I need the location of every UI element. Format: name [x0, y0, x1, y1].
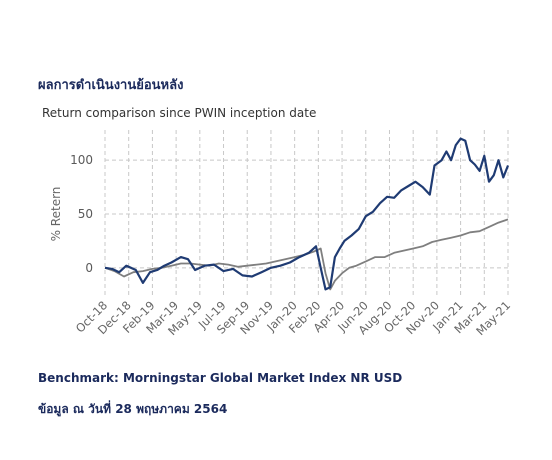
y-tick-label: 0	[85, 261, 93, 275]
y-axis-label: % Retern	[49, 187, 63, 242]
series-line	[104, 137, 510, 291]
y-tick-label: 50	[78, 207, 93, 221]
benchmark-note: Benchmark: Morningstar Global Market Ind…	[38, 371, 403, 385]
y-tick-label: 100	[70, 153, 93, 167]
data-as-of-note: ข้อมูล ณ วันที่ 28 พฤษภาคม 2564	[38, 402, 228, 416]
section-heading: ผลการดำเนินงานย้อนหลัง	[38, 78, 184, 93]
chart-subtitle: Return comparison since PWIN inception d…	[42, 106, 317, 120]
